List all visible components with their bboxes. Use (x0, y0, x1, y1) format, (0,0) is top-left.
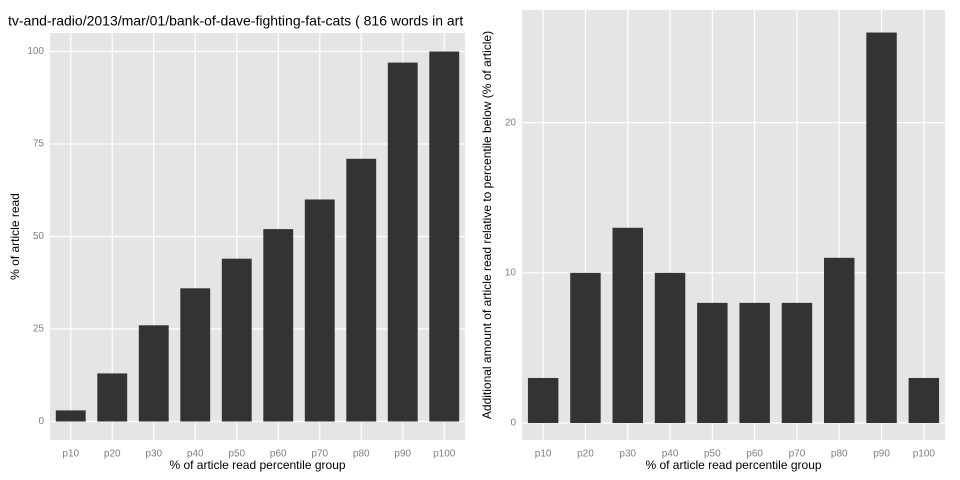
bar (866, 32, 897, 424)
x-tick-label: p70 (789, 449, 806, 460)
x-tick-label: p90 (873, 449, 890, 460)
bar (908, 377, 940, 424)
bar (612, 227, 643, 424)
x-tick-label: p50 (228, 449, 245, 460)
x-tick-label: p70 (311, 449, 328, 460)
x-tick-label: p20 (104, 449, 121, 460)
y-tick-label: 100 (27, 46, 44, 57)
bar (180, 288, 211, 422)
bar (429, 51, 460, 422)
y-tick-label: 0 (510, 418, 516, 429)
x-tick-label: p30 (619, 449, 636, 460)
y-tick-label: 75 (33, 139, 45, 150)
bar (697, 302, 728, 424)
x-tick-label: p20 (577, 449, 594, 460)
bar (55, 410, 86, 422)
x-tick-label: p60 (746, 449, 763, 460)
bar (781, 302, 813, 424)
bar (739, 302, 770, 424)
x-axis-label: % of article read percentile group (645, 458, 821, 472)
bar (824, 257, 855, 424)
y-tick-label: 0 (38, 416, 44, 427)
x-tick-label: p10 (62, 449, 79, 460)
bar (527, 377, 559, 424)
x-tick-label: p100 (913, 449, 936, 460)
bar (654, 272, 686, 424)
x-tick-label: p60 (270, 449, 287, 460)
y-axis-label: Additional amount of article read relati… (480, 31, 494, 419)
x-tick-label: p80 (353, 449, 370, 460)
x-axis-label: % of article read percentile group (169, 458, 345, 472)
bar (304, 199, 335, 422)
x-tick-label: p10 (535, 449, 552, 460)
x-tick-label: p40 (662, 449, 679, 460)
bar (263, 229, 294, 422)
x-tick-label: p80 (831, 449, 848, 460)
bar (221, 258, 252, 422)
bar (570, 272, 601, 424)
y-tick-label: 50 (33, 231, 45, 242)
y-tick-label: 20 (505, 117, 517, 128)
y-tick-label: 25 (33, 324, 45, 335)
chart-title: tv-and-radio/2013/mar/01/bank-of-dave-fi… (8, 13, 463, 29)
bar (387, 62, 418, 422)
bar (346, 158, 377, 422)
x-tick-label: p90 (394, 449, 411, 460)
x-tick-label: p100 (433, 449, 456, 460)
bar (138, 325, 169, 422)
y-axis-label: % of article read (8, 193, 22, 280)
x-tick-label: p50 (704, 449, 721, 460)
x-tick-label: p30 (145, 449, 162, 460)
bar (97, 373, 128, 422)
x-tick-label: p40 (187, 449, 204, 460)
y-tick-label: 10 (505, 267, 517, 278)
